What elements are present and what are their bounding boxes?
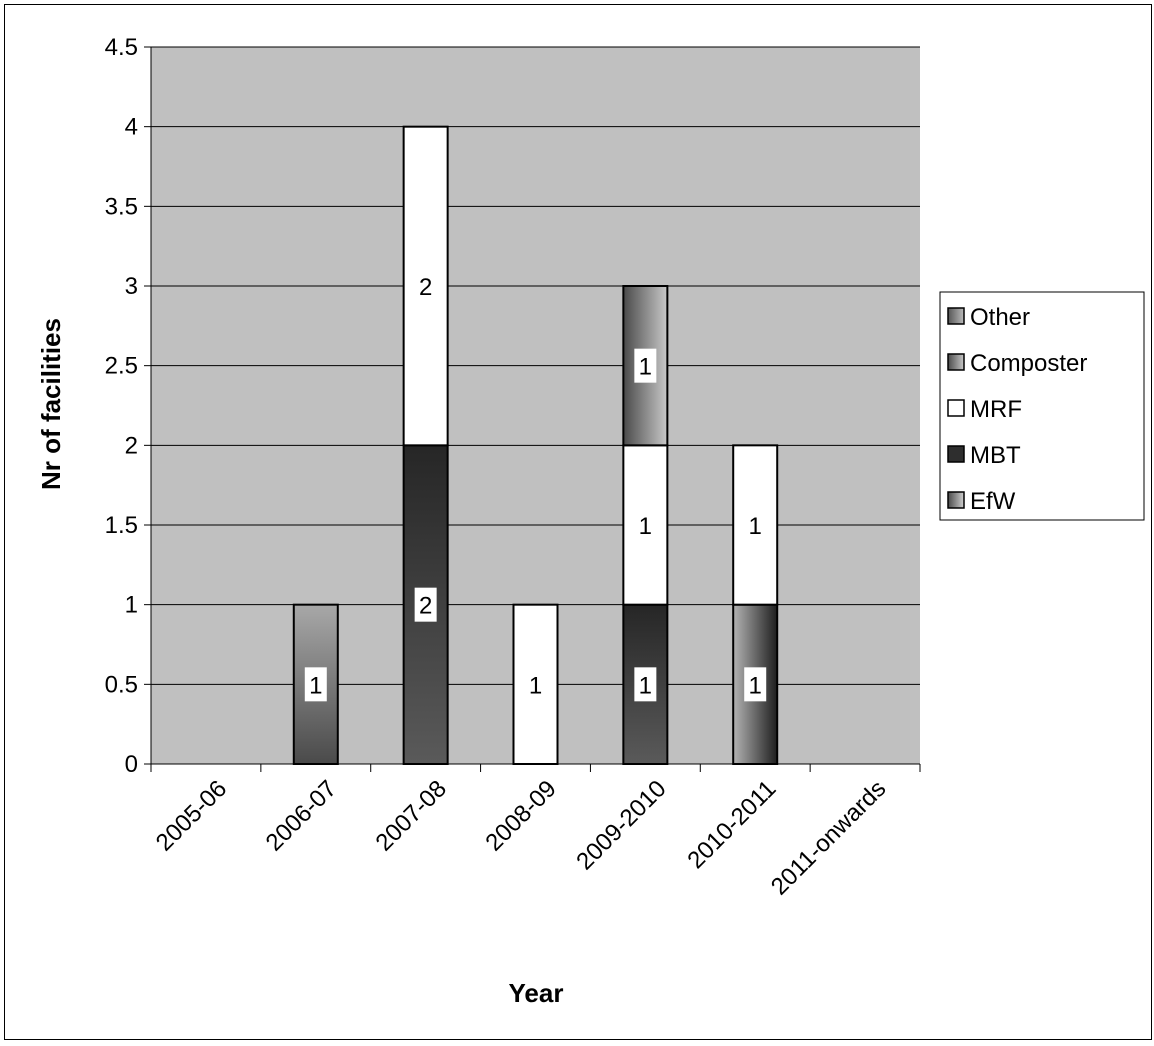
legend-swatch-composter — [947, 353, 965, 371]
x-tick-label: 2006-07 — [261, 775, 342, 856]
x-tick-label: 2010-2011 — [682, 775, 781, 874]
y-tick-label: 0.5 — [105, 671, 138, 698]
x-axis: 2005-06 2006-07 2007-08 2008-09 2009-2010 201… — [150, 763, 921, 901]
y-axis-title: Nr of facilities — [36, 318, 66, 490]
data-label: 1 — [749, 513, 762, 540]
data-label-bg — [414, 269, 437, 303]
x-tick-label: 2008-09 — [480, 775, 561, 856]
legend-label-mbt: MBT — [970, 442, 1021, 469]
x-tick-label: 2007-08 — [371, 775, 452, 856]
legend-label-other: Other — [970, 304, 1030, 331]
legend-label-efw: EfW — [970, 488, 1016, 515]
data-label: 1 — [639, 513, 652, 540]
data-label: 2 — [419, 274, 432, 301]
data-label-bg — [744, 667, 767, 702]
x-tick-label: 2011-onwards — [766, 775, 891, 900]
legend: Other Composter MRF MBT EfW — [939, 291, 1145, 521]
y-tick-label: 0 — [125, 751, 138, 778]
x-tick-label: 2009-2010 — [571, 775, 671, 875]
data-label-bg — [524, 667, 547, 702]
y-tick-label: 3 — [125, 273, 138, 300]
data-label-bg — [414, 587, 437, 622]
y-tick-label: 1.5 — [105, 512, 138, 539]
legend-swatch-mrf — [947, 399, 965, 417]
y-axis: 0 0.5 1 1.5 2 2.5 3 3.5 4 4.5 — [105, 34, 152, 778]
data-label: 1 — [639, 672, 652, 699]
legend-swatch-mbt — [947, 445, 965, 463]
data-label: 1 — [749, 672, 762, 699]
data-label: 1 — [639, 354, 652, 381]
data-label: 1 — [309, 672, 322, 699]
data-label: 2 — [419, 593, 432, 620]
x-axis-title: Year — [509, 978, 564, 1008]
x-tick-label: 2005-06 — [151, 775, 232, 856]
y-tick-label: 4.5 — [105, 34, 138, 61]
y-tick-label: 1 — [125, 592, 138, 619]
data-label: 1 — [529, 672, 542, 699]
legend-swatch-other — [947, 307, 965, 325]
data-label-bg — [634, 667, 657, 702]
data-label-bg — [634, 508, 657, 542]
legend-swatch-efw — [947, 491, 965, 509]
data-label-bg — [634, 348, 657, 383]
legend-box — [939, 291, 1145, 521]
data-label-bg — [744, 508, 767, 542]
y-tick-label: 4 — [125, 114, 138, 141]
data-labels: 1 2 2 1 1 1 1 1 1 — [304, 269, 767, 702]
y-tick-label: 3.5 — [105, 193, 138, 220]
legend-label-composter: Composter — [970, 350, 1087, 377]
y-tick-label: 2.5 — [105, 353, 138, 380]
data-label-bg — [304, 667, 327, 702]
y-tick-label: 2 — [125, 432, 138, 459]
legend-label-mrf: MRF — [970, 396, 1022, 423]
